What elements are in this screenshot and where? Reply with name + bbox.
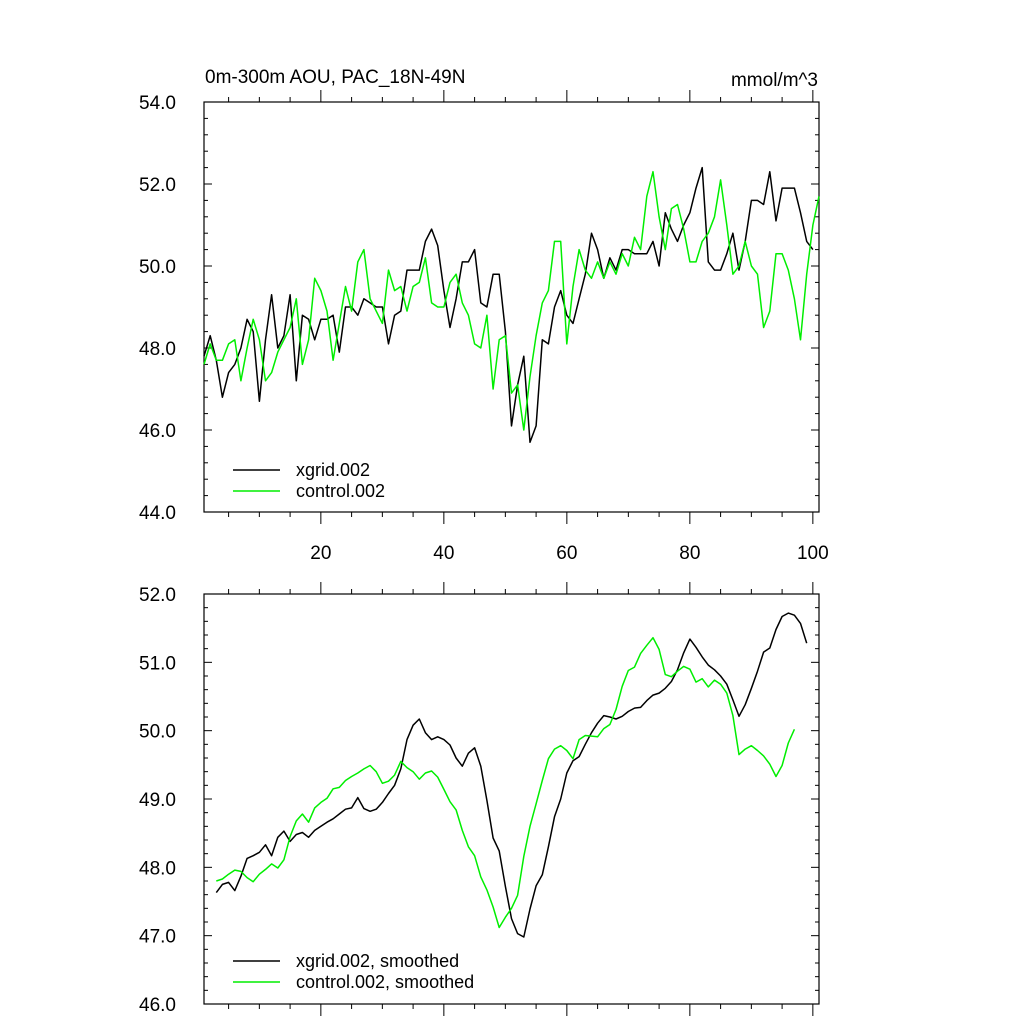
x-tick-label: 60 <box>556 543 577 564</box>
y-tick-label: 47.0 <box>139 927 176 948</box>
bottom-panel: 46.0 47.0 48.0 49.0 50.0 51.0 52.0 xgrid.002, … <box>139 582 820 1016</box>
bottom-plot-frame <box>203 593 820 1005</box>
legend-label-control-smoothed: control.002, smoothed <box>296 972 474 992</box>
y-tick-label: 46.0 <box>139 421 176 442</box>
bottom-series-lines <box>215 612 808 938</box>
y-tick-label: 48.0 <box>139 858 176 879</box>
y-tick-label: 48.0 <box>139 339 176 360</box>
series-line-xgrid-002-smoothed <box>215 612 808 938</box>
series-line-control-002 <box>203 170 820 431</box>
y-tick-label: 50.0 <box>139 722 176 743</box>
bottom-y-axis: 46.0 47.0 48.0 49.0 50.0 51.0 52.0 <box>139 585 819 1016</box>
legend-label-control: control.002 <box>296 481 385 501</box>
top-panel: 0m-300m AOU, PAC_18N-49N mmol/m^3 44.0 46… <box>139 67 829 564</box>
x-tick-label: 80 <box>679 543 700 564</box>
y-tick-label: 46.0 <box>139 995 176 1016</box>
top-plot-frame <box>203 101 820 513</box>
x-tick-label: 40 <box>433 543 454 564</box>
bottom-legend: xgrid.002, smoothed control.002, smoothe… <box>233 951 474 992</box>
x-tick-label: 20 <box>310 543 331 564</box>
y-tick-label: 51.0 <box>139 653 176 674</box>
y-tick-label: 44.0 <box>139 503 176 524</box>
top-y-axis: 44.0 46.0 48.0 50.0 52.0 54.0 <box>139 93 819 524</box>
top-x-axis: 20 40 60 80 100 <box>228 90 829 564</box>
y-tick-label: 49.0 <box>139 790 176 811</box>
y-tick-label: 52.0 <box>139 175 176 196</box>
series-line-xgrid-002 <box>203 166 814 444</box>
top-chart-title: 0m-300m AOU, PAC_18N-49N <box>205 67 465 88</box>
x-tick-label: 100 <box>797 543 829 564</box>
bottom-x-axis <box>228 582 814 1016</box>
series-line-control-002-smoothed <box>216 636 796 929</box>
legend-label-xgrid: xgrid.002 <box>296 460 370 480</box>
top-chart-units: mmol/m^3 <box>731 70 818 91</box>
y-tick-label: 54.0 <box>139 93 176 114</box>
top-series-lines <box>203 166 820 444</box>
top-legend: xgrid.002 control.002 <box>233 460 385 501</box>
legend-label-xgrid-smoothed: xgrid.002, smoothed <box>296 951 459 971</box>
y-tick-label: 50.0 <box>139 257 176 278</box>
y-tick-label: 52.0 <box>139 585 176 606</box>
